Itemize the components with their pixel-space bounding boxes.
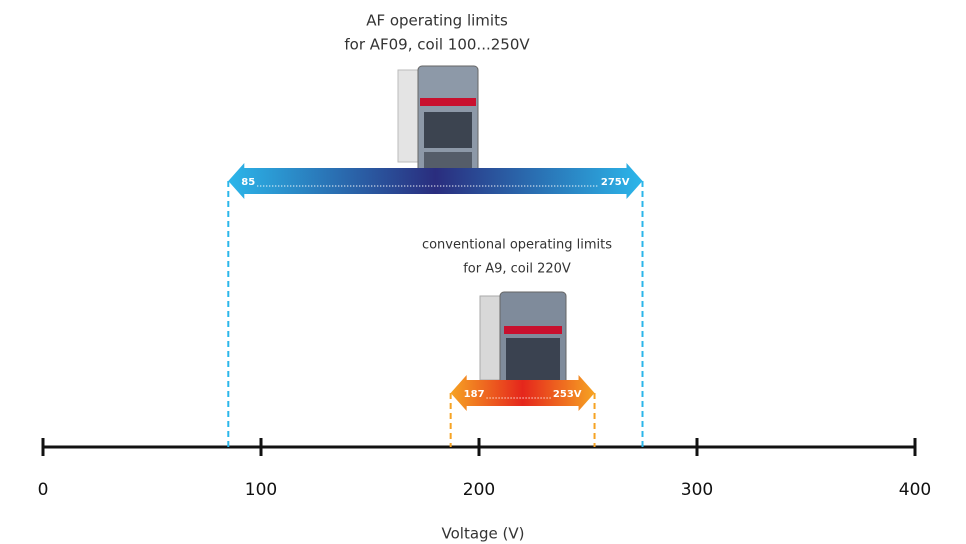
range-arrow: [228, 163, 643, 199]
range-label: 275V: [601, 177, 630, 188]
range-title: AF operating limits: [366, 12, 508, 30]
x-tick-label: 0: [38, 480, 49, 500]
x-tick-label: 100: [245, 480, 277, 500]
range-label: 187: [464, 389, 485, 400]
x-tick-label: 200: [463, 480, 495, 500]
range-title: conventional operating limits: [422, 238, 612, 253]
x-tick-label: 300: [681, 480, 713, 500]
range-title: for A9, coil 220V: [463, 262, 571, 277]
range-title: for AF09, coil 100...250V: [344, 36, 530, 54]
contactor-a9: [479, 291, 567, 393]
contactor-af: [397, 65, 479, 179]
range-label: 253V: [553, 389, 582, 400]
range-arrow: [450, 375, 595, 411]
range-label: 85: [241, 177, 255, 188]
x-tick-label: 400: [899, 480, 931, 500]
x-axis-label: Voltage (V): [442, 525, 525, 543]
